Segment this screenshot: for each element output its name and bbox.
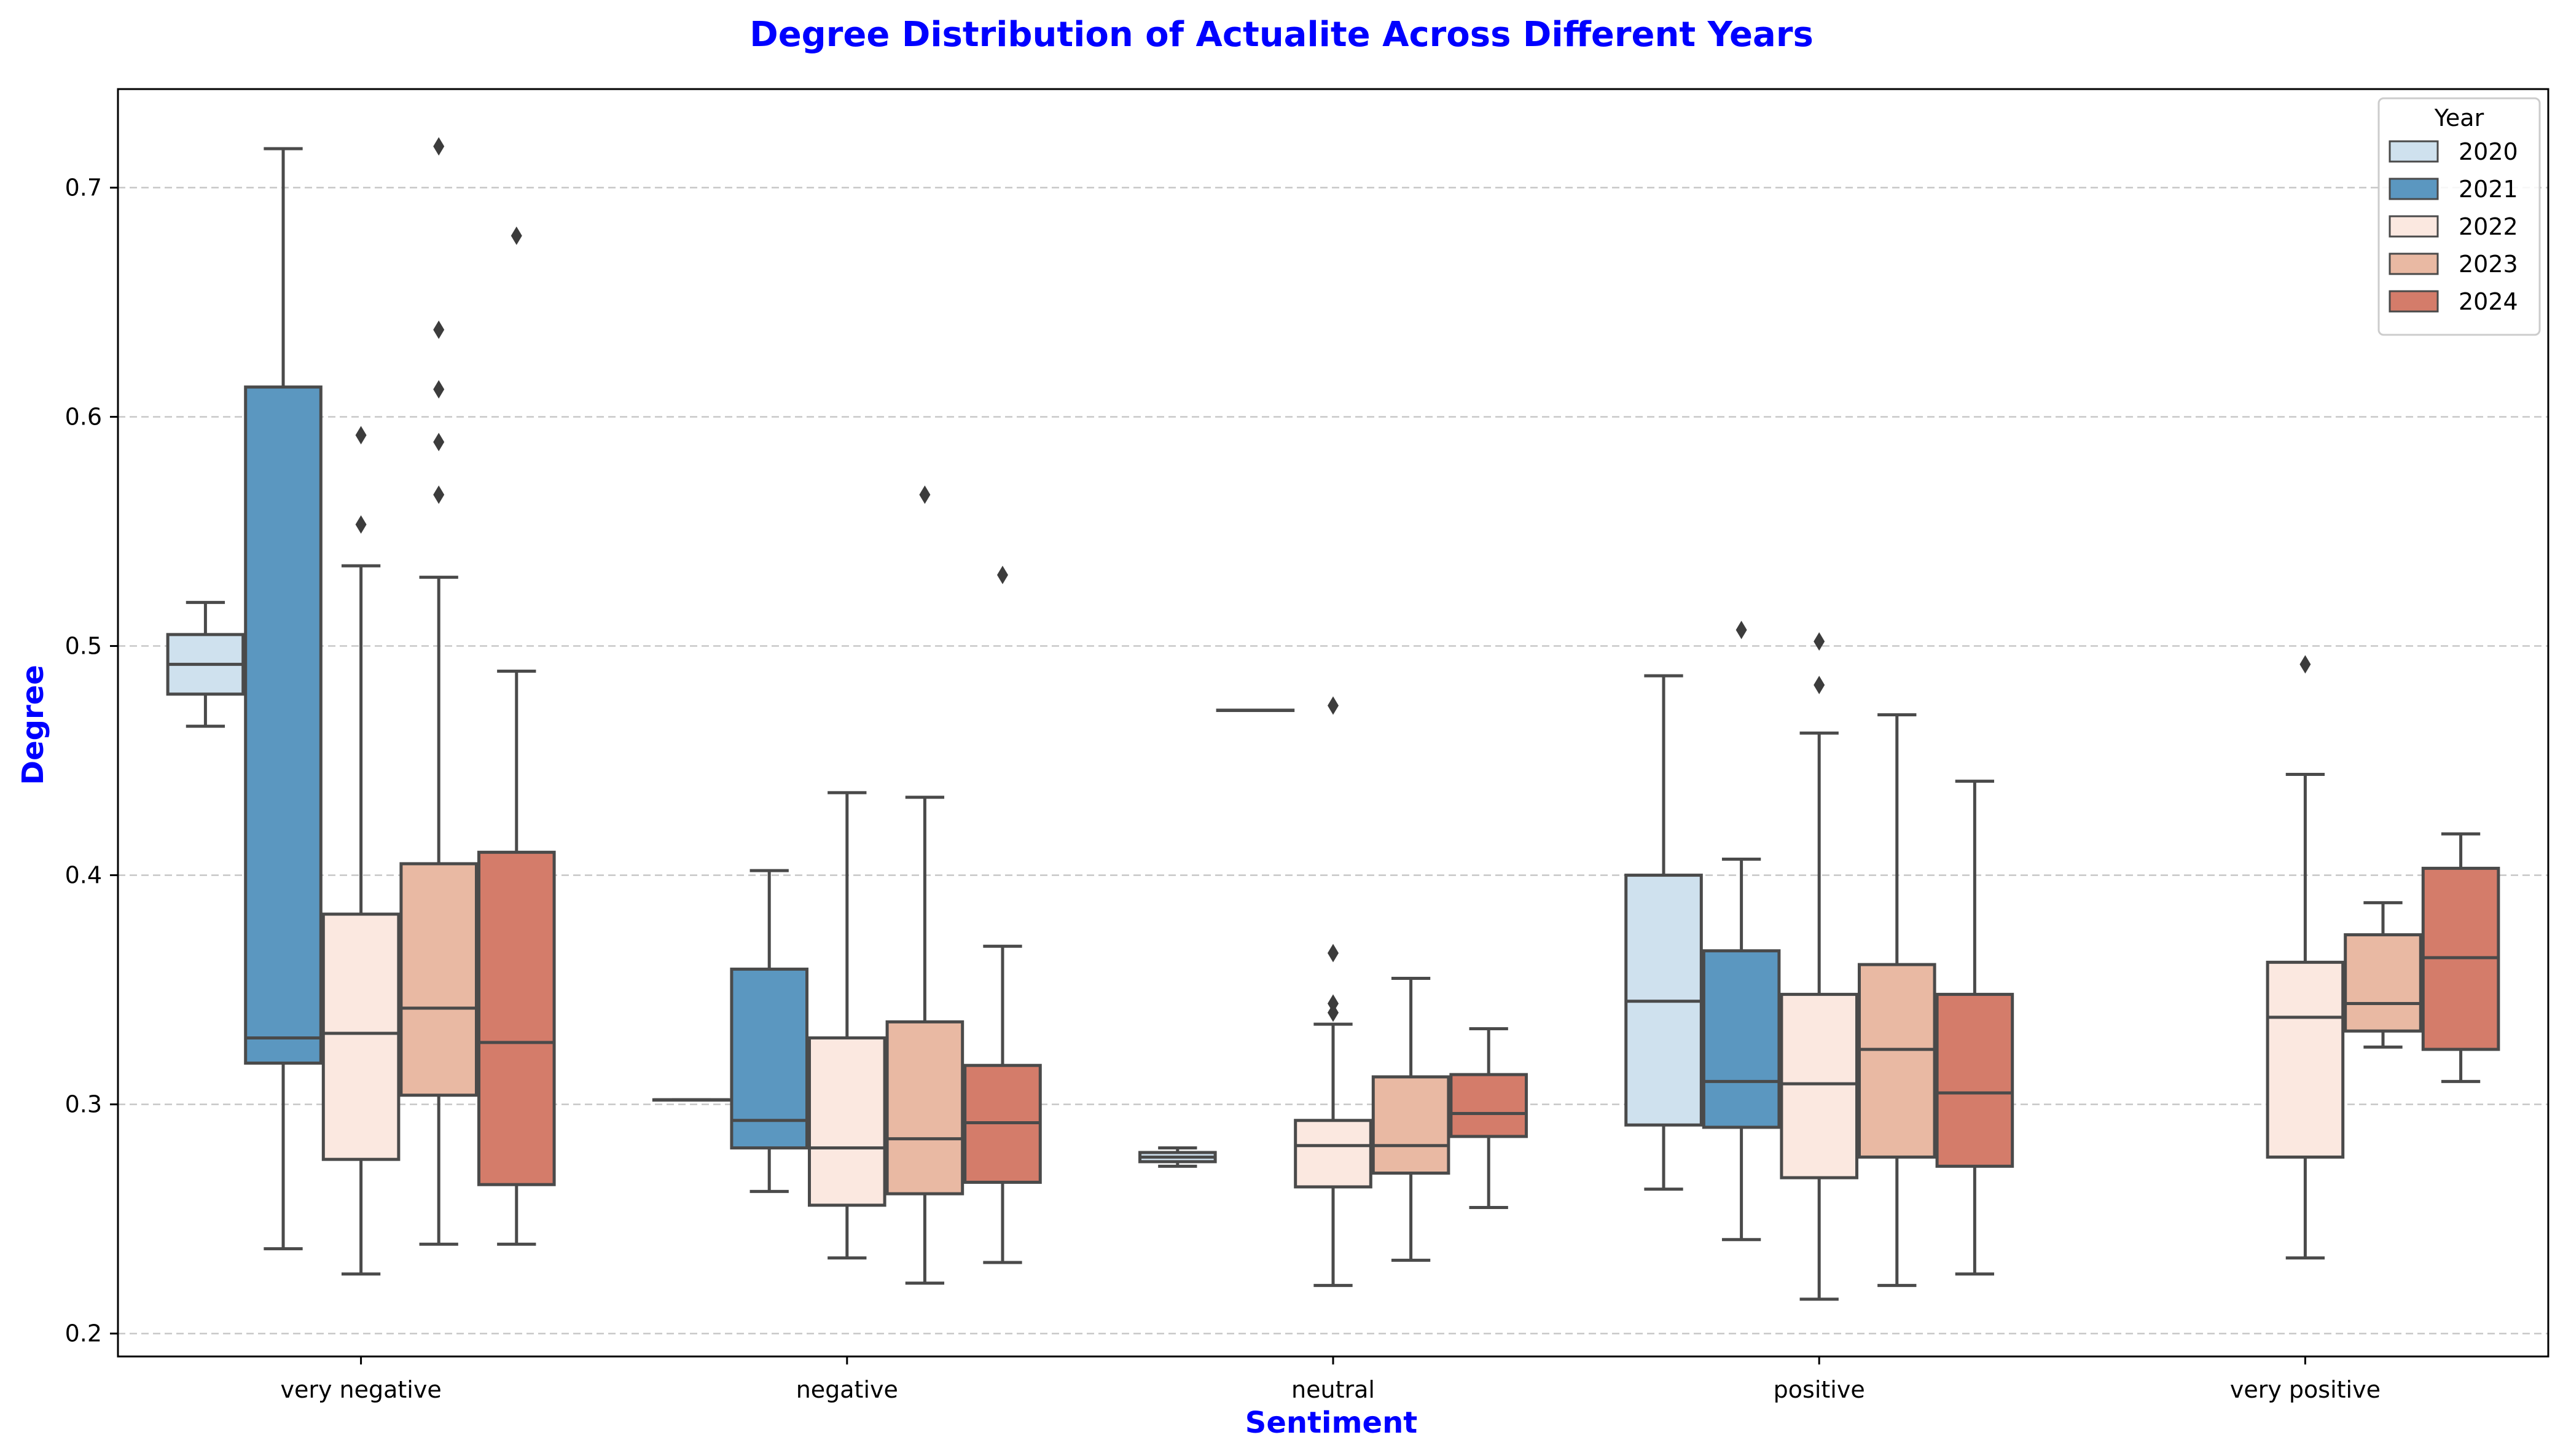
outlier-point xyxy=(433,485,445,504)
box-2022-very-positive xyxy=(2266,655,2345,1260)
chart-title: Degree Distribution of Actualite Across … xyxy=(749,15,1814,55)
outlier-point xyxy=(2299,655,2311,674)
box-body xyxy=(477,850,556,1186)
legend-swatch xyxy=(2389,178,2439,200)
x-tick-label: negative xyxy=(796,1376,898,1403)
outlier-point xyxy=(511,226,522,245)
box-2022-very-negative xyxy=(321,426,401,1276)
outlier-point xyxy=(433,320,445,339)
outlier-point xyxy=(1735,620,1747,640)
box-2020-neutral xyxy=(1138,1146,1217,1168)
outlier-point xyxy=(355,515,367,534)
box-body xyxy=(2344,933,2422,1033)
box-2021-positive xyxy=(1702,620,1781,1242)
outlier-point xyxy=(1328,944,1339,963)
box-body xyxy=(1935,993,2014,1168)
outlier-point xyxy=(1328,994,1339,1013)
legend-label: 2020 xyxy=(2459,138,2518,165)
box-2024-very-positive xyxy=(2421,832,2500,1083)
box-body xyxy=(1857,963,1936,1159)
y-tick-label: 0.7 xyxy=(65,174,102,201)
y-axis: 0.2 0.3 0.4 0.5 0.6 0.7 xyxy=(65,174,118,1347)
box-2024-neutral xyxy=(1449,1027,1528,1210)
x-tick-label: positive xyxy=(1774,1376,1865,1403)
box-body xyxy=(808,1036,886,1207)
box-2020-very-negative xyxy=(166,601,245,728)
box-body xyxy=(885,1020,965,1196)
legend-label: 2022 xyxy=(2459,213,2518,240)
legend-label: 2023 xyxy=(2459,251,2518,278)
box-body xyxy=(1294,1119,1372,1189)
plot-area xyxy=(166,137,2500,1301)
outlier-point xyxy=(996,565,1008,584)
x-axis: very negative negative neutral positive very… xyxy=(280,1356,2381,1403)
box-2024-negative xyxy=(963,565,1042,1264)
box-2024-very-negative xyxy=(477,226,556,1246)
box-body xyxy=(1449,1073,1528,1138)
box-2023-very-negative xyxy=(399,137,478,1246)
box-2022-neutral xyxy=(1294,696,1372,1287)
box-body xyxy=(1702,949,1781,1129)
legend-swatch xyxy=(2389,140,2439,163)
legend-swatch xyxy=(2389,252,2439,275)
legend-swatch xyxy=(2389,215,2439,238)
outlier-point xyxy=(1328,696,1339,715)
box-2021-very-negative xyxy=(244,147,323,1251)
box-2022-positive xyxy=(1780,632,1858,1301)
y-tick-label: 0.2 xyxy=(65,1320,102,1347)
legend: Year 2020 2021 2022 2023 2024 xyxy=(2377,97,2541,336)
x-tick-label: very positive xyxy=(2230,1376,2381,1403)
outlier-point xyxy=(919,485,931,504)
legend-title: Year xyxy=(2434,104,2484,131)
box-2023-positive xyxy=(1857,713,1936,1287)
y-tick-label: 0.5 xyxy=(65,633,102,660)
x-tick-label: very negative xyxy=(280,1376,441,1403)
box-2023-very-positive xyxy=(2344,901,2422,1049)
box-2022-negative xyxy=(808,791,886,1260)
y-tick-label: 0.3 xyxy=(65,1091,102,1118)
outlier-point xyxy=(433,432,445,452)
box-body xyxy=(1780,993,1858,1180)
box-2023-neutral xyxy=(1371,976,1450,1262)
box-body xyxy=(399,862,478,1097)
y-axis-label: Degree xyxy=(16,665,50,785)
box-body xyxy=(730,968,809,1150)
y-tick-label: 0.6 xyxy=(65,403,102,430)
outlier-point xyxy=(1814,675,1825,694)
box-2021-neutral xyxy=(1216,708,1295,712)
x-axis-label: Sentiment xyxy=(1245,1406,1417,1440)
box-2021-negative xyxy=(730,869,809,1193)
box-body xyxy=(1371,1075,1450,1175)
outlier-point xyxy=(433,380,445,399)
outlier-point xyxy=(433,137,445,156)
legend-swatch xyxy=(2389,290,2439,313)
y-tick-label: 0.4 xyxy=(65,862,102,889)
box-2020-positive xyxy=(1624,674,1703,1191)
x-tick-label: neutral xyxy=(1291,1376,1375,1403)
outlier-point xyxy=(1814,632,1825,651)
outlier-point xyxy=(355,426,367,445)
legend-label: 2021 xyxy=(2459,176,2518,203)
legend-label: 2024 xyxy=(2459,288,2518,315)
box-body xyxy=(321,912,401,1161)
box-2024-positive xyxy=(1935,780,2014,1276)
box-body xyxy=(244,385,323,1065)
box-body xyxy=(2266,960,2345,1159)
box-2023-negative xyxy=(885,485,965,1285)
